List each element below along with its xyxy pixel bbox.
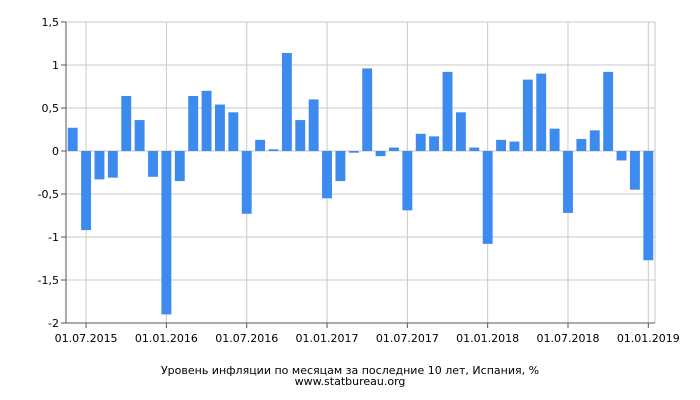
bar-2017-09: [429, 136, 440, 151]
bar-2018-09: [589, 130, 600, 151]
bar-2016-01: [161, 151, 172, 315]
bar-2018-05: [536, 73, 547, 151]
x-tick-label: 01.01.2016: [135, 332, 198, 345]
bar-2017-08: [415, 133, 426, 151]
y-tick-label: 0,5: [42, 102, 60, 115]
bar-2015-12: [148, 151, 158, 177]
bar-2016-08: [255, 139, 266, 151]
bar-2017-02: [335, 151, 346, 182]
bar-2016-12: [308, 99, 319, 151]
y-tick-label: 1,5: [42, 16, 60, 29]
bar-2018-04: [522, 79, 533, 151]
bar-2016-11: [295, 120, 306, 151]
x-tick-label: 01.01.2017: [296, 332, 359, 345]
bar-2017-06: [389, 147, 399, 151]
bar-2016-10: [281, 52, 292, 151]
bar-2016-02: [174, 151, 185, 182]
y-tick-label: -2: [48, 317, 59, 330]
y-tick-label: 0: [52, 145, 59, 158]
bar-2015-06: [67, 127, 78, 151]
bar-2018-06: [549, 128, 560, 151]
bar-2015-07: [81, 151, 92, 231]
bar-2017-07: [402, 151, 413, 211]
bar-2017-01: [322, 151, 332, 199]
tick-labels: 1,5 1 0,5 0 -0,5 -1 -1,5 -2 01.07.2015 01.01.2016…: [38, 16, 680, 345]
bar-2018-03: [509, 141, 520, 151]
bar-2016-06: [228, 112, 239, 151]
bar-2018-10: [603, 71, 614, 151]
bar-2019-01: [643, 151, 654, 261]
bar-2018-07: [563, 151, 573, 213]
bar-2015-11: [134, 120, 145, 151]
bar-2016-04: [201, 90, 212, 151]
y-tick-label: -1,5: [38, 274, 59, 287]
bars: [67, 52, 654, 315]
chart-source: www.statbureau.org: [295, 375, 406, 388]
bar-2017-12: [469, 147, 480, 151]
bar-2017-11: [455, 112, 466, 151]
y-tick-label: -1: [48, 231, 59, 244]
x-tick-label: 01.07.2016: [215, 332, 278, 345]
bar-2017-03: [348, 151, 359, 153]
x-tick-label: 01.07.2015: [55, 332, 118, 345]
bar-2018-02: [496, 139, 507, 151]
bar-2017-05: [375, 151, 386, 157]
bar-2016-09: [268, 149, 279, 151]
bar-2015-09: [107, 151, 118, 178]
bar-2016-05: [214, 104, 225, 151]
bar-2017-10: [442, 71, 453, 151]
bar-2017-04: [362, 68, 373, 151]
axes: [61, 21, 655, 328]
bar-2016-07: [241, 151, 252, 214]
bar-2018-01: [482, 151, 493, 244]
x-tick-label: 01.01.2018: [456, 332, 519, 345]
y-tick-label: 1: [52, 59, 59, 72]
bar-2015-10: [121, 95, 132, 151]
bar-2015-08: [94, 151, 105, 180]
bar-2018-11: [616, 151, 627, 161]
bar-2016-03: [188, 95, 199, 151]
bar-2018-12: [629, 151, 640, 190]
x-tick-label: 01.01.2019: [617, 332, 680, 345]
y-tick-label: -0,5: [38, 188, 59, 201]
x-tick-label: 01.07.2017: [376, 332, 439, 345]
bar-2018-08: [576, 138, 587, 151]
x-tick-label: 01.07.2018: [536, 332, 599, 345]
chart-title: Уровень инфляции по месяцам за последние…: [161, 364, 539, 377]
